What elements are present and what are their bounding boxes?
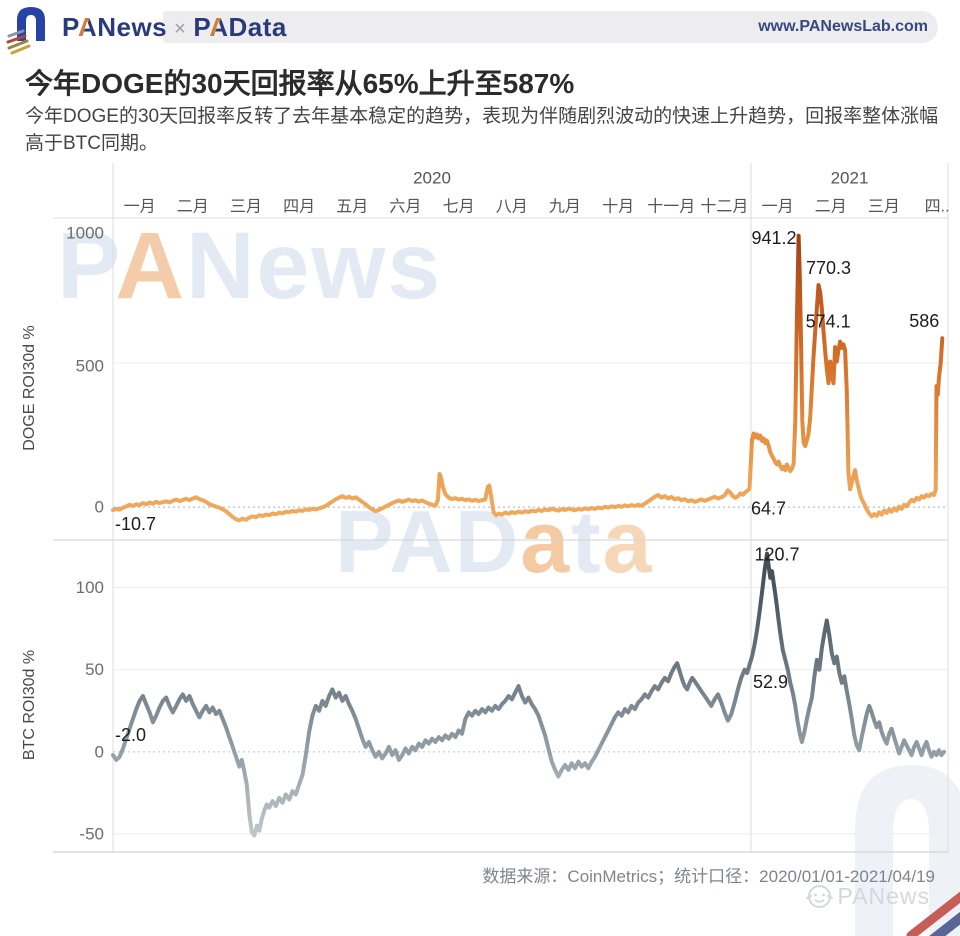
y-axis-title: BTC ROI30d % — [21, 650, 38, 760]
month-label: 三月 — [230, 199, 262, 216]
brand-watermark: PANews — [57, 213, 442, 319]
page-title: 今年DOGE的30天回报率从65%上升至587% — [25, 68, 575, 99]
month-label: 三月 — [868, 199, 900, 216]
year-label: 2020 — [413, 169, 451, 188]
x-axis: 2020 一月 二月 三月 四月 五月 六月 七月 八月 九月 十月 十一月 十二月 2021 一月 二月 三月… — [124, 169, 950, 216]
annotation-586: 586 — [909, 311, 939, 331]
mascot-face-icon — [805, 885, 833, 908]
month-label: 十一月 — [647, 198, 695, 216]
y-tick-label: 500 — [76, 357, 104, 376]
y-tick-label: 1000 — [66, 223, 104, 242]
y-tick-label: 0 — [95, 498, 104, 517]
site-url[interactable]: www.PANewsLab.com — [758, 18, 928, 35]
y-tick-label: 100 — [76, 578, 104, 597]
annotation--10.7: -10.7 — [115, 514, 156, 534]
brand-right-p: P — [193, 12, 210, 42]
doge-roi-line — [111, 233, 945, 523]
logo-n-watermark — [855, 765, 960, 936]
month-label: 九月 — [549, 198, 581, 216]
month-label: 四.. — [925, 199, 950, 216]
month-label: 四月 — [283, 199, 315, 216]
month-label: 十二月 — [700, 198, 748, 216]
y-tick-label: -50 — [79, 824, 104, 843]
footer-watermark-text: PANews — [837, 883, 930, 909]
brand-left-rest: News — [97, 12, 168, 42]
y-tick-label: 0 — [95, 742, 104, 761]
corner-stripes — [906, 880, 960, 936]
month-label: 二月 — [815, 199, 847, 216]
brand-left-a: A — [77, 12, 98, 42]
panel-btc: 100 50 0 -50 BTC ROI30d % -2.0 120.7 52.9 — [21, 545, 948, 843]
brand-right-rest: Data — [228, 12, 287, 42]
y-axis-title: DOGE ROI30d % — [21, 325, 38, 450]
brand-left-p: P — [62, 12, 78, 42]
footer-watermark: PANews — [805, 883, 931, 910]
header: PANews × PAData www.PANewsLab.com — [0, 0, 960, 56]
panews-logo-icon — [6, 7, 45, 55]
brand-separator: × — [174, 18, 187, 40]
annotation-941.2: 941.2 — [752, 228, 797, 248]
month-label: 六月 — [389, 198, 421, 216]
page-subtitle: 今年DOGE的30天回报率反转了去年基本稳定的趋势，表现为伴随剧烈波动的快速上升… — [25, 106, 939, 154]
brand-text: PANews × PAData — [62, 12, 287, 43]
brand-right-a: A — [209, 12, 229, 42]
header-pill — [163, 11, 938, 43]
annotation-52.9: 52.9 — [753, 672, 788, 692]
annotation-770.3: 770.3 — [806, 258, 851, 278]
month-label: 一月 — [762, 199, 794, 216]
y-tick-label: 50 — [85, 660, 104, 679]
month-label: 七月 — [443, 198, 475, 216]
month-label: 二月 — [177, 199, 209, 216]
month-label: 五月 — [336, 199, 368, 216]
annotation--2.0: -2.0 — [115, 725, 146, 745]
panel-doge: 1000 500 0 DOGE ROI30d % -10.7 64.7 941.2 770.3… — [21, 223, 948, 534]
annotation-574.1: 574.1 — [806, 312, 851, 332]
data-source-note: 数据来源：CoinMetrics；统计口径：2020/01/01-2021/04… — [482, 867, 935, 886]
annotation-64.7: 64.7 — [751, 498, 786, 518]
year-label: 2021 — [831, 169, 869, 188]
month-label: 八月 — [496, 199, 528, 216]
annotation-120.7: 120.7 — [754, 545, 799, 565]
month-label: 一月 — [124, 199, 156, 216]
btc-roi-line — [111, 551, 946, 838]
month-label: 十月 — [602, 198, 634, 216]
